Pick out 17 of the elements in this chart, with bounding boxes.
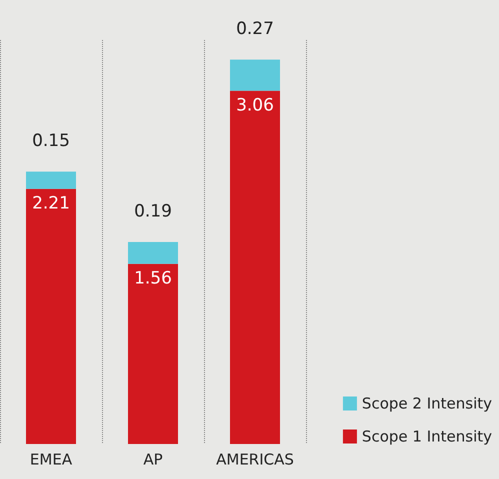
data-label: 1.56 (134, 268, 172, 288)
x-tick-label: AP (143, 450, 163, 468)
bar (128, 242, 178, 264)
legend-label: Scope 2 Intensity (362, 394, 492, 412)
data-label: 3.06 (236, 95, 274, 116)
bar (26, 172, 76, 189)
data-label: 2.21 (32, 193, 70, 214)
legend-label: Scope 1 Intensity (362, 428, 492, 446)
bar (230, 90, 280, 444)
data-label: 0.27 (236, 19, 274, 40)
bar (128, 264, 178, 444)
x-tick-label: AMERICAS (216, 450, 294, 468)
bar (26, 188, 76, 444)
bar (230, 60, 280, 91)
data-label: 0.15 (32, 131, 70, 152)
data-label: 0.19 (134, 202, 172, 222)
x-tick-label: EMEA (30, 450, 73, 468)
